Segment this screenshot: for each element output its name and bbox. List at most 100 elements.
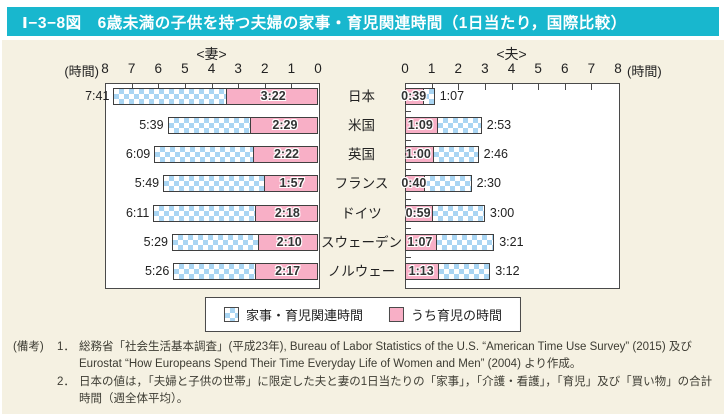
husband-housework-segment [436,234,494,250]
husband-childcare-label: 0:59 [405,205,431,220]
wife-childcare-segment [252,147,317,163]
husband-bar [405,262,491,280]
husband-bar [405,146,479,164]
husband-row-tick [406,198,411,200]
wife-bar [172,233,318,251]
husband-axis-tick [538,84,540,90]
husband-total-label: 1:07 [439,89,465,103]
note-number: 1． [57,341,75,353]
wife-panel-header: <妻> [196,46,227,62]
wife-axis-tick-label: 3 [234,61,242,76]
husband-total-label: 3:12 [495,263,520,278]
wife-axis-tick [291,84,293,90]
wife-bar [154,146,318,164]
note-number: 2． [57,375,75,388]
husband-axis-tick [431,84,433,90]
wife-total-label: 5:26 [144,263,170,278]
husband-axis-tick-label: 0 [401,61,409,76]
legend-item-childcare: うち育児の時間 [389,305,502,324]
husband-total-label: 3:21 [499,234,524,249]
husband-row-tick [406,111,411,113]
husband-row-tick [406,227,411,229]
husband-axis-tick-label: 4 [507,61,516,76]
note-entry-1: 1． 総務省「社会生活基本調査」(平成23年), Bureau of Labor… [57,339,715,374]
husband-axis-tick-label: 8 [614,61,622,76]
husband-childcare-segment [406,234,437,250]
wife-childcare-segment [254,205,317,221]
wife-total-label: 5:29 [143,234,168,249]
husband-panel-header: <夫> [496,46,527,62]
husband-childcare-segment [406,147,434,163]
wife-childcare-segment [226,89,317,104]
wife-total-label: 5:39 [139,118,164,133]
husband-total-label: 2:46 [483,147,508,162]
wife-axis-tick-label: 0 [314,61,322,76]
note-text: 日本の値は，「夫婦と子供の世帯」に限定した夫と妻の1日当たりの「家事」，「介護・… [79,375,713,405]
husband-row-tick [406,256,411,258]
wife-childcare-segment [255,263,317,279]
wife-housework-segment [155,147,253,163]
note-prefix: (備考) [13,341,44,353]
husband-childcare-label: 0:39 [401,89,427,103]
wife-total-label: 6:09 [125,147,151,162]
husband-bar [405,175,472,193]
wife-total-label: 5:49 [134,176,160,191]
wife-axis-tick [184,84,186,90]
wife-axis-unit-label: (時間) [64,64,99,79]
legend: 家事・育児関連時間 うち育児の時間 [204,297,522,332]
husband-bar [405,117,482,135]
childcare-swatch-icon [389,307,404,322]
wife-axis-tick-label: 4 [207,61,216,76]
wife-axis-tick-label: 1 [287,61,296,76]
husband-housework-segment [433,147,478,163]
note-text: 総務省「社会生活基本調査」(平成23年), Bureau of Labor St… [79,341,692,371]
husband-axis-tick [564,84,566,90]
husband-bar [405,204,485,222]
wife-axis-tick [264,84,266,90]
husband-row-tick [406,140,411,142]
husband-axis-tick-label: 5 [534,61,542,76]
wife-bar [153,204,318,222]
housework-swatch-icon [223,307,239,322]
husband-axis-tick-label: 6 [560,61,569,76]
husband-childcare-segment [406,89,425,104]
wife-childcare-label: 2:10 [276,234,302,249]
notes: (備考) 1． 総務省「社会生活基本調査」(平成23年), Bureau of … [13,339,715,408]
country-label: 日本 [348,89,375,104]
husband-childcare-label: 1:09 [407,118,433,133]
wife-childcare-label: 2:29 [272,118,298,133]
country-label: 米国 [348,118,375,134]
figure-title-bar: Ⅰ−3−8図 6歳未満の子供を持つ夫婦の家事・育児関連時間（1日当たり，国際比較… [7,7,719,36]
note-entry-2: 2． 日本の値は，「夫婦と子供の世帯」に限定した夫と妻の1日当たりの「家事」，「… [57,374,715,409]
legend-label-childcare: うち育児の時間 [411,308,503,323]
husband-childcare-label: 1:07 [407,234,433,249]
note-row: (備考) 1． 総務省「社会生活基本調査」(平成23年), Bureau of … [13,339,715,408]
husband-childcare-segment [406,263,440,279]
wife-childcare-label: 2:22 [273,147,299,162]
country-label: 英国 [348,147,375,163]
husband-bar [405,233,495,251]
country-label: ドイツ [341,205,382,221]
wife-axis-tick-label: 7 [127,61,136,76]
husband-housework-segment [437,118,481,134]
husband-housework-segment [439,263,490,279]
wife-childcare-label: 2:18 [274,205,300,220]
wife-axis-tick-label: 6 [154,61,163,76]
husband-axis-tick [484,84,486,90]
note-body: 1． 総務省「社会生活基本調査」(平成23年), Bureau of Labor… [57,339,715,408]
wife-axis-tick-label: 5 [181,61,189,76]
wife-housework-segment [173,234,259,250]
wife-childcare-label: 2:17 [275,263,301,278]
wife-housework-segment [154,205,255,221]
wife-axis-tick [131,84,133,90]
wife-childcare-segment [249,118,317,134]
country-label: スウェーデン [321,234,402,250]
wife-axis-tick-label: 2 [260,61,269,76]
husband-axis-tick [511,84,513,90]
wife-housework-segment [168,118,250,134]
husband-axis-tick-label: 2 [454,61,463,76]
wife-childcare-label: 1:57 [279,176,305,191]
wife-childcare-segment [258,234,317,250]
wife-childcare-label: 3:22 [260,89,286,103]
